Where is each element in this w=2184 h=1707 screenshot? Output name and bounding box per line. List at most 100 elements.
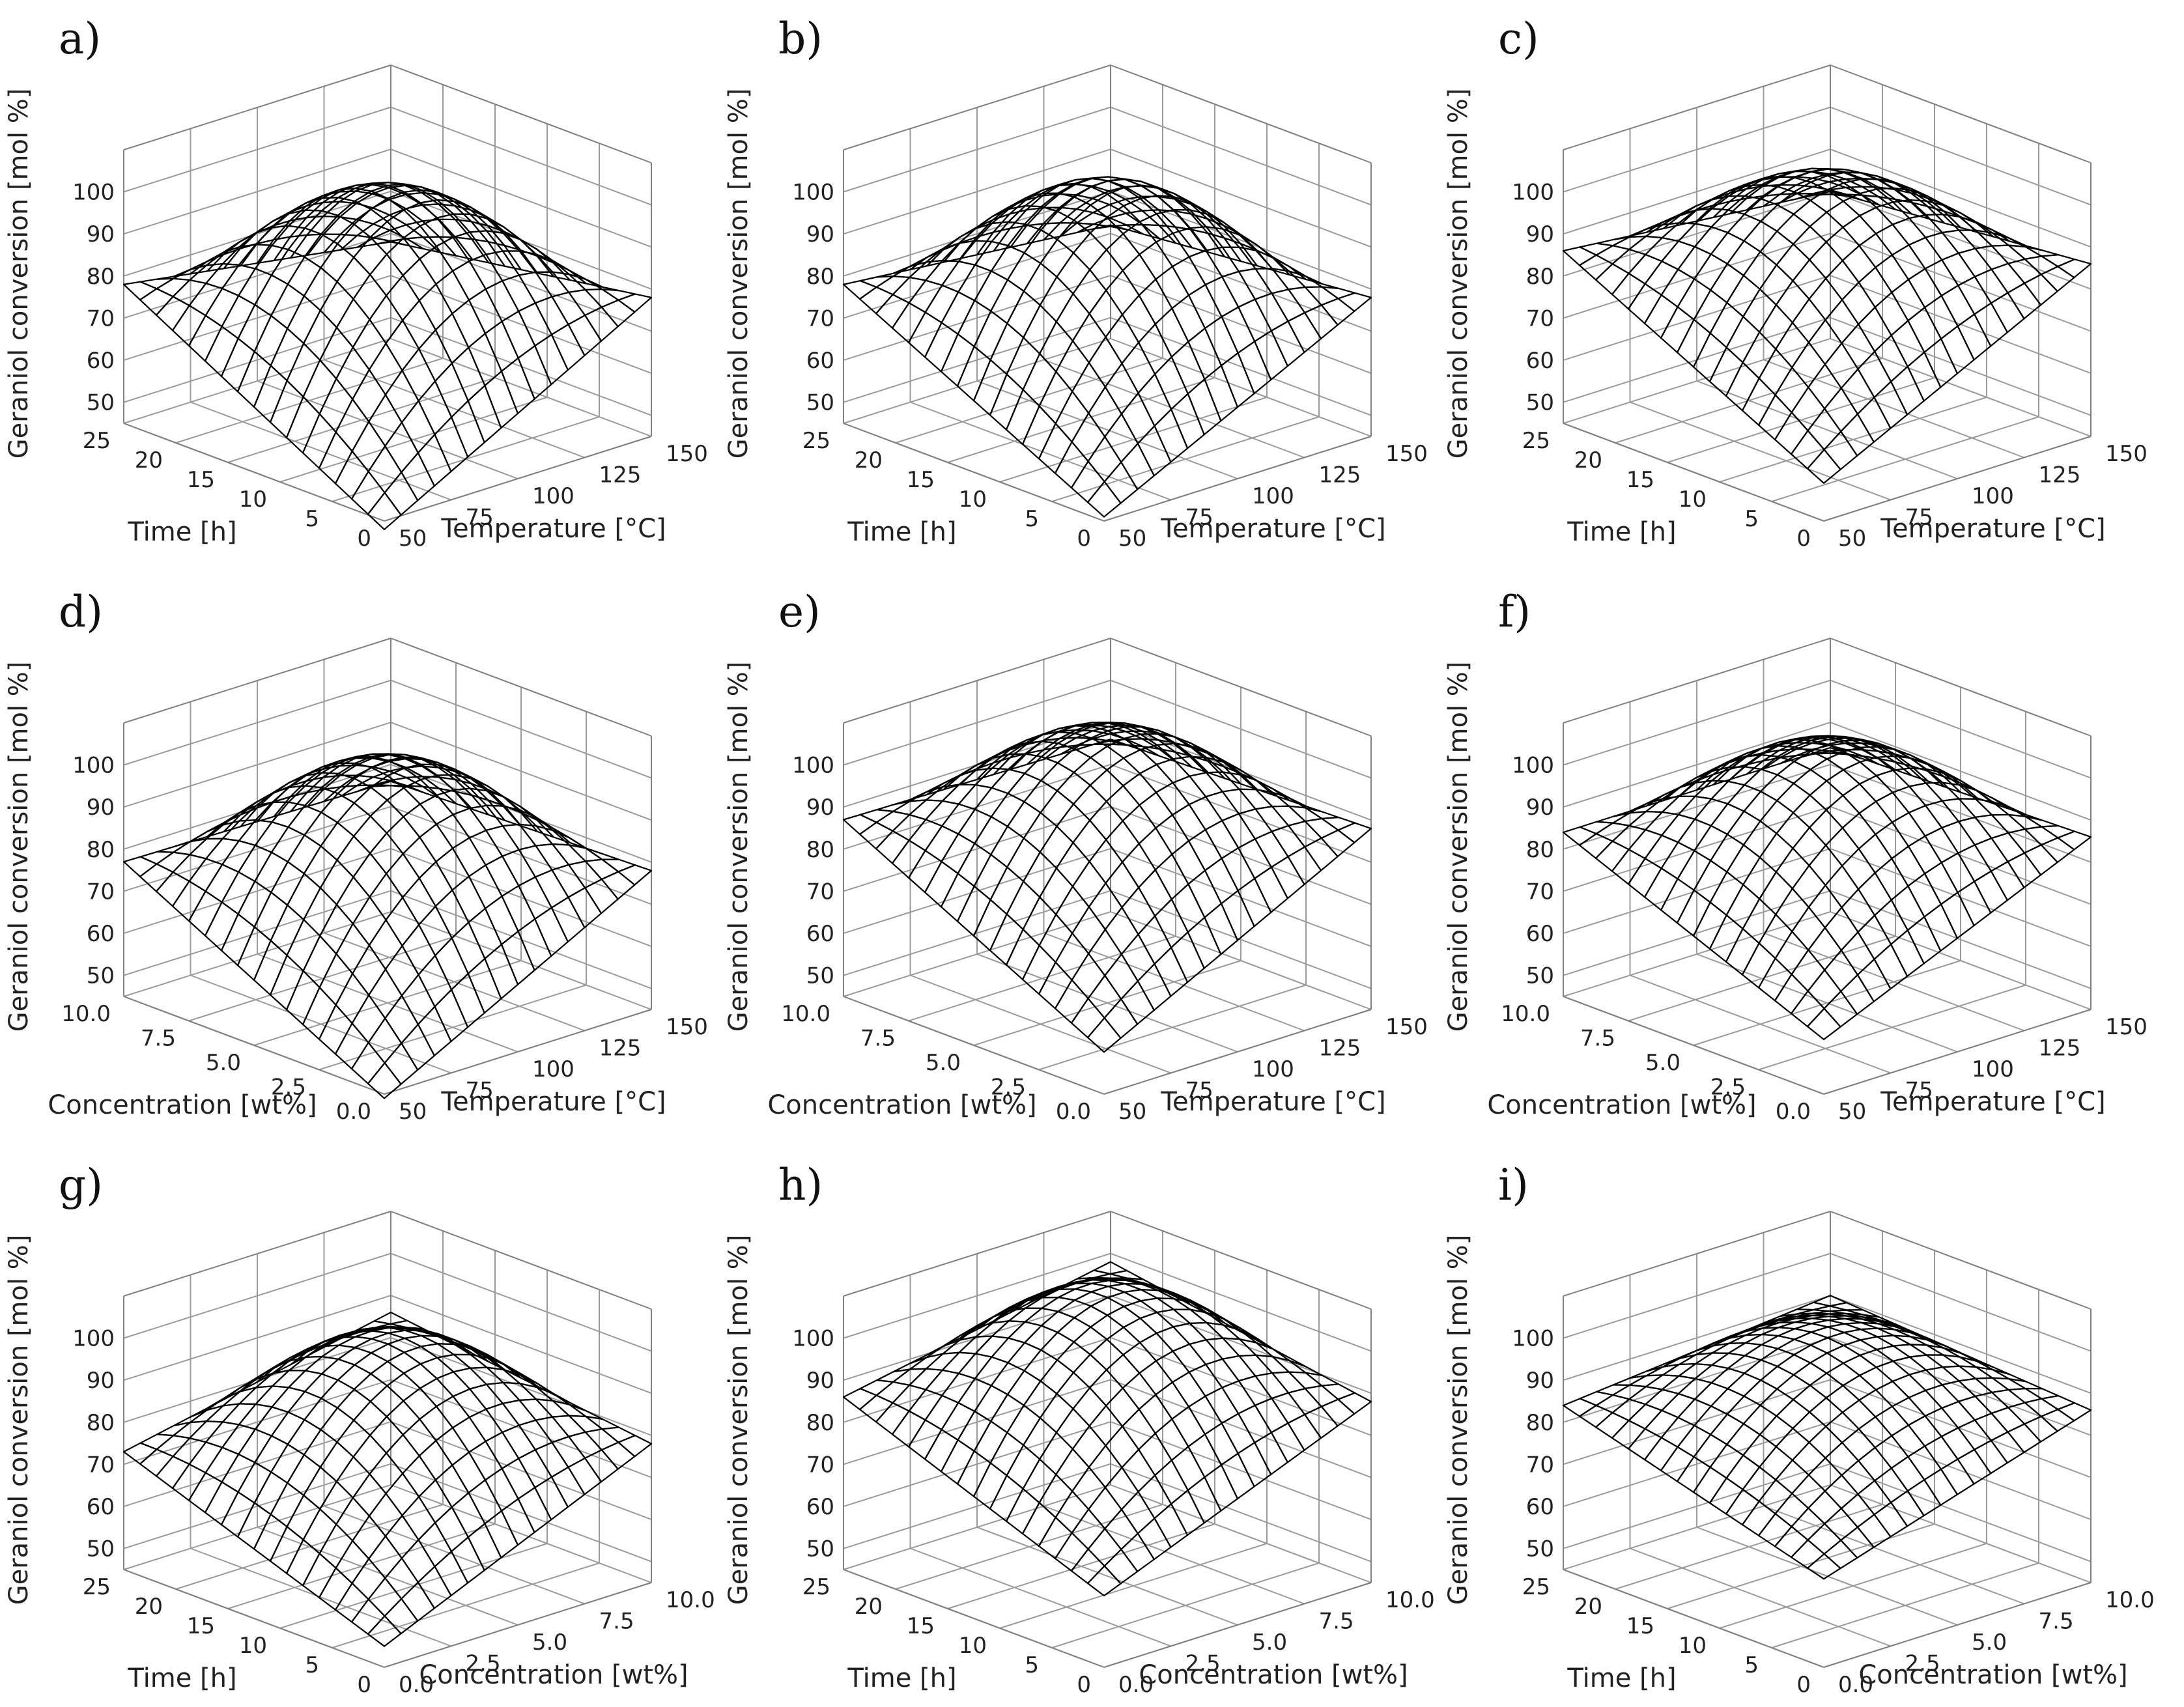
x-tick-label: 5 [1025,1652,1039,1678]
y-tick-label: 0.0 [399,1672,434,1698]
z-tick-label: 60 [1526,921,1554,947]
z-tick-label: 50 [806,963,834,989]
x-tick-label: 5.0 [926,1050,961,1076]
surface-panel-2: 0 5 10 15 20 25 50 75 100 125 150 50 60 70 80 90 100 Time… [724,14,1428,552]
z-axis-title: Geraniol conversion [mol %] [4,89,34,459]
response-surface [122,753,653,1099]
y-tick-label: 0.0 [1838,1672,1873,1698]
y-tick-label: 5.0 [1972,1629,2007,1656]
x-tick-label: 2.5 [271,1075,306,1101]
x-tick-label: 5.0 [1645,1050,1681,1076]
panel-label: f) [1498,587,1531,637]
panel-label: d) [59,587,103,637]
y-tick-label: 75 [466,505,494,531]
x-tick-label: 20 [855,447,883,473]
z-axis-title: Geraniol conversion [mol %] [1443,662,1473,1032]
x-tick-label: 0 [1796,1672,1811,1698]
x-tick-label: 25 [1522,1574,1550,1600]
z-tick-label: 90 [1526,795,1554,821]
x-tick-label: 15 [187,467,215,493]
y-tick-label: 50 [399,526,427,552]
x-tick-label: 5 [1744,506,1759,532]
y-tick-label: 75 [1905,505,1933,531]
z-tick-label: 80 [806,1410,834,1436]
y-axis-title: Temperature [°C] [1880,1087,2105,1117]
y-tick-label: 75 [1185,1078,1213,1104]
z-axis-title: Geraniol conversion [mol %] [724,1235,754,1605]
x-tick-label: 25 [1522,428,1550,454]
x-tick-label: 15 [907,1613,935,1639]
y-axis-title: Concentration [wt%] [1858,1660,2127,1690]
x-tick-label: 25 [83,428,111,454]
z-axis-title: Geraniol conversion [mol %] [1443,1235,1473,1605]
response-surface [1562,735,2092,1041]
tick-labels: 0 5 10 15 20 25 50 75 100 125 150 50 60 70 80 90 100 [72,180,708,552]
y-tick-label: 100 [1252,483,1294,509]
x-tick-label: 20 [1574,447,1602,473]
x-tick-label: 0.0 [336,1099,371,1125]
axes-box [123,638,652,1095]
z-tick-label: 90 [87,1368,115,1394]
z-tick-label: 50 [87,963,115,989]
x-tick-label: 10 [1679,487,1707,513]
response-surface [1562,1295,2092,1580]
tick-labels: 0.0 2.5 5.0 7.5 10.0 50 75 100 125 150 50 60 70 80 90 1… [61,753,708,1125]
x-tick-label: 0 [357,526,371,552]
z-tick-label: 70 [87,305,115,332]
x-tick-label: 7.5 [141,1026,176,1052]
y-tick-label: 50 [1118,1099,1146,1125]
z-axis-title: Geraniol conversion [mol %] [724,89,754,459]
surface-panel-4: 0.0 2.5 5.0 7.5 10.0 50 75 100 125 150 50 60 70 80 90 1… [4,587,708,1125]
z-axis-title: Geraniol conversion [mol %] [4,1235,34,1605]
axes-box [1563,638,2092,1095]
response-surface [1562,167,2092,484]
x-axis-title: Time [h] [1567,1663,1676,1693]
z-tick-label: 80 [1526,1410,1554,1436]
x-tick-label: 5 [1744,1652,1759,1678]
y-tick-label: 5.0 [1252,1629,1287,1656]
x-axis-title: Concentration [wt%] [48,1090,317,1120]
x-tick-label: 0 [1077,526,1091,552]
y-tick-label: 100 [532,1056,574,1082]
z-tick-label: 50 [1526,390,1554,416]
y-tick-label: 150 [1385,1014,1428,1040]
z-tick-label: 80 [87,264,115,290]
z-tick-label: 100 [792,1326,834,1352]
z-axis-title: Geraniol conversion [mol %] [1443,89,1473,459]
surface-panel-5: 0.0 2.5 5.0 7.5 10.0 50 75 100 125 150 50 60 70 80 90 1… [724,587,1428,1125]
y-axis-title: Temperature [°C] [1160,514,1385,544]
z-tick-label: 90 [87,221,115,247]
tick-labels: 0 5 10 15 20 25 50 75 100 125 150 50 60 70 80 90 100 [1512,180,2148,552]
y-tick-label: 7.5 [1319,1609,1354,1635]
x-tick-label: 0.0 [1056,1099,1091,1125]
z-tick-label: 80 [1526,837,1554,863]
y-tick-label: 50 [1118,526,1146,552]
z-tick-label: 70 [1526,1452,1554,1478]
x-tick-label: 5 [305,1652,319,1678]
y-axis-title: Temperature [°C] [1880,514,2105,544]
response-surface [842,1261,1372,1597]
z-tick-label: 70 [806,305,834,332]
x-tick-label: 25 [83,1574,111,1600]
z-tick-label: 60 [87,921,115,947]
z-tick-label: 100 [792,180,834,206]
x-tick-label: 25 [802,428,830,454]
y-tick-label: 2.5 [466,1651,501,1677]
x-tick-label: 10.0 [781,1001,830,1027]
x-tick-label: 10 [959,487,987,513]
x-tick-label: 20 [135,1594,163,1620]
z-tick-label: 70 [806,1452,834,1478]
x-tick-label: 10 [1679,1633,1707,1659]
y-tick-label: 10.0 [2105,1587,2155,1613]
z-tick-label: 80 [87,837,115,863]
y-tick-label: 125 [2039,1036,2081,1062]
x-tick-label: 15 [907,467,935,493]
x-tick-label: 10 [959,1633,987,1659]
x-tick-label: 5 [1025,506,1039,532]
response-surface [842,176,1372,518]
tick-labels: 0.0 2.5 5.0 7.5 10.0 50 75 100 125 150 50 60 70 80 90 1… [781,753,1428,1125]
x-tick-label: 20 [135,447,163,473]
z-tick-label: 80 [806,264,834,290]
z-tick-label: 90 [806,1368,834,1394]
x-tick-label: 15 [1626,1613,1654,1639]
